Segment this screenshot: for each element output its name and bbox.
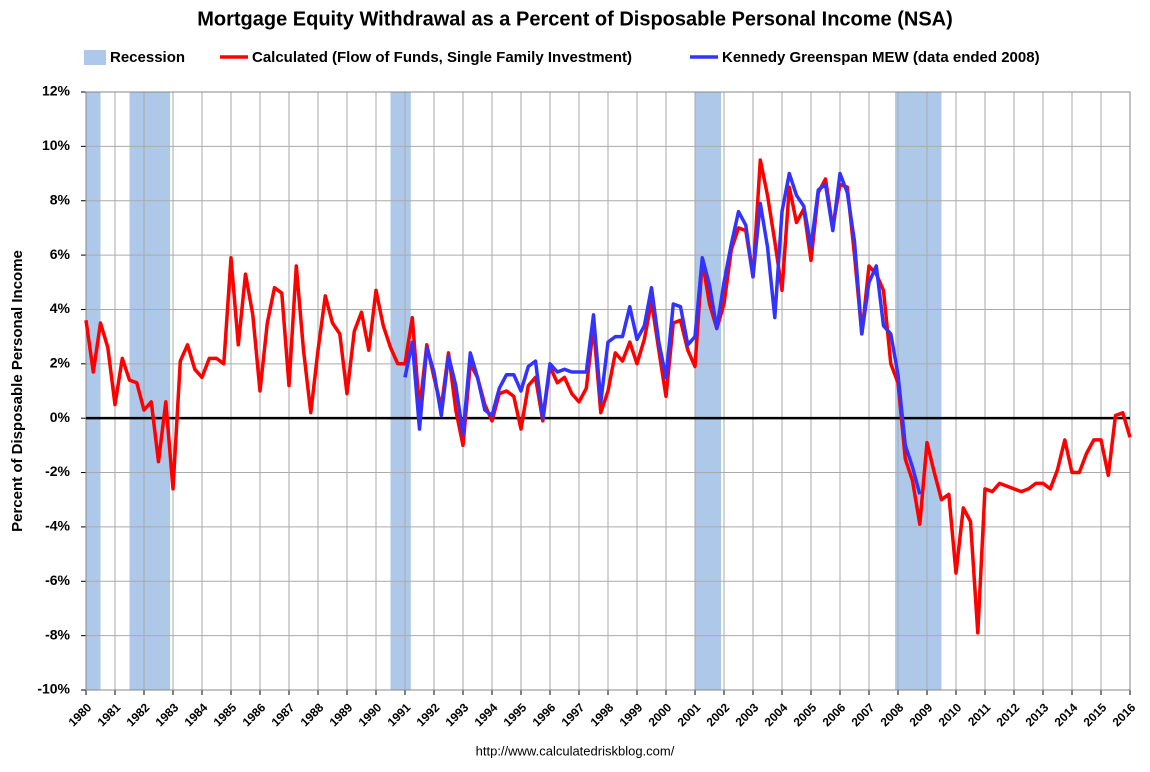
- series-line: [403, 171, 922, 495]
- series-line: [84, 158, 1132, 635]
- recession-band: [86, 92, 101, 690]
- y-tick-label: 0%: [50, 409, 71, 425]
- y-tick-label: -4%: [45, 518, 70, 534]
- y-tick-label: 10%: [42, 137, 71, 153]
- y-tick-label: -2%: [45, 463, 70, 479]
- y-tick-label: -8%: [45, 626, 70, 642]
- y-tick-label: 4%: [50, 300, 71, 316]
- y-tick-label: -10%: [37, 681, 70, 697]
- recession-band: [695, 92, 722, 690]
- legend-swatch: [84, 50, 106, 65]
- y-tick-label: 6%: [50, 246, 71, 262]
- source-note: http://www.calculatedriskblog.com/: [476, 743, 675, 758]
- y-tick-label: 12%: [42, 83, 71, 99]
- y-tick-label: -6%: [45, 572, 70, 588]
- recession-band: [129, 92, 171, 690]
- recession-band: [390, 92, 411, 690]
- legend-label: Recession: [110, 49, 185, 66]
- y-tick-label: 2%: [50, 355, 71, 371]
- y-tick-label: 8%: [50, 191, 71, 207]
- legend-label: Kennedy Greenspan MEW (data ended 2008): [722, 49, 1040, 66]
- legend-label: Calculated (Flow of Funds, Single Family…: [252, 49, 632, 66]
- y-axis-label: Percent of Disposable Personal Income: [9, 250, 26, 532]
- plot-frame: [85, 91, 1131, 691]
- recession-band: [895, 92, 942, 690]
- chart-title: Mortgage Equity Withdrawal as a Percent …: [197, 8, 953, 30]
